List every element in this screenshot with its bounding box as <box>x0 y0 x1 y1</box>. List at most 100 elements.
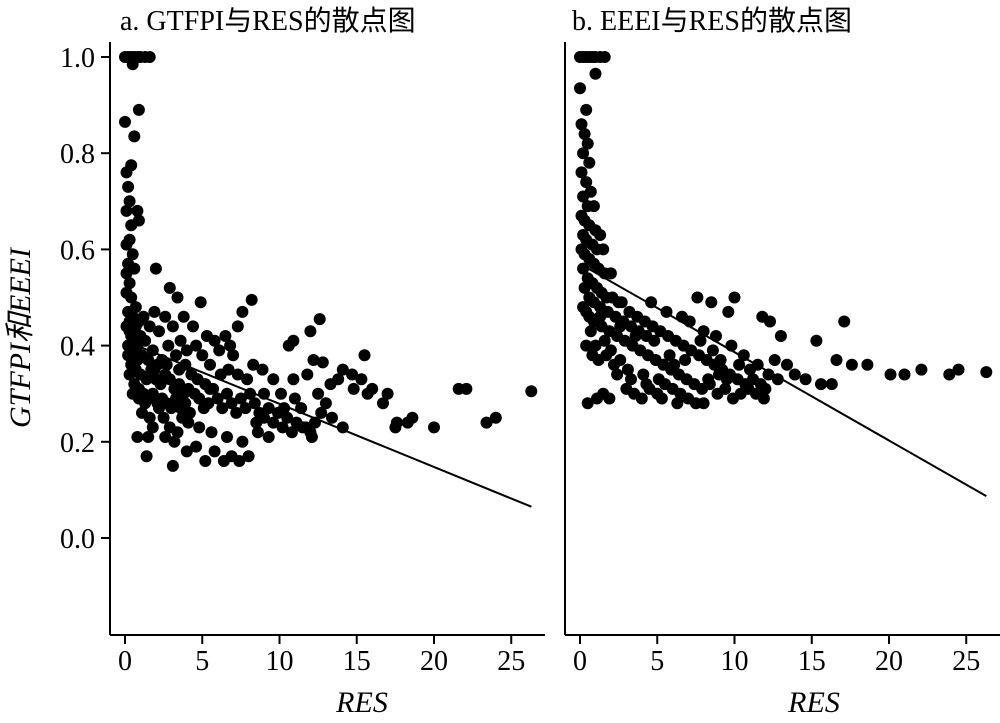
x-tick-label: 5 <box>195 646 209 677</box>
scatter-point <box>267 416 280 429</box>
scatter-point <box>652 373 665 386</box>
scatter-point <box>236 435 249 448</box>
y-tick-label: 0.0 <box>60 524 95 555</box>
scatter-point <box>307 354 320 366</box>
scatter-point <box>281 411 294 424</box>
scatter-point <box>204 382 216 395</box>
scatter-point <box>142 431 155 443</box>
scatter-point <box>332 373 345 386</box>
scatter-point <box>202 397 215 410</box>
scatter-point <box>915 363 928 376</box>
scatter-point <box>231 320 244 333</box>
scatter-point <box>347 382 360 395</box>
scatter-point <box>581 137 594 150</box>
scatter-point <box>625 373 637 386</box>
x-tick-label: 0 <box>118 646 132 677</box>
scatter-point <box>589 67 602 80</box>
scatter-point <box>764 315 776 328</box>
scatter-point <box>943 368 956 381</box>
scatter-point <box>126 248 139 261</box>
scatter-point <box>123 277 136 290</box>
scatter-point <box>313 313 326 326</box>
scatter-point <box>278 402 291 415</box>
scatter-point <box>598 51 611 63</box>
scatter-point <box>287 373 300 386</box>
scatter-point <box>128 130 141 143</box>
scatter-point <box>170 349 182 362</box>
scatter-point <box>460 382 473 395</box>
scatter-point <box>838 315 851 328</box>
scatter-point <box>208 334 221 347</box>
scatter-point <box>316 356 329 369</box>
scatter-point <box>663 349 676 362</box>
scatter-point <box>288 392 301 405</box>
scatter-point <box>153 325 165 338</box>
scatter-point <box>762 368 775 381</box>
scatter-point <box>583 156 596 169</box>
scatter-point <box>861 358 874 371</box>
scatter-point <box>581 397 594 410</box>
scatter-point <box>389 421 402 434</box>
scatter-point <box>589 339 602 352</box>
scatter-point <box>248 397 261 410</box>
scatter-point <box>788 368 801 381</box>
scatter-point <box>597 243 610 256</box>
scatter-point <box>231 368 244 381</box>
scatter-point <box>489 411 502 424</box>
scatter-point <box>598 334 611 347</box>
x-tick-label: 15 <box>343 646 371 677</box>
x-tick-label: 0 <box>573 646 587 677</box>
scatter-point <box>143 320 156 333</box>
scatter-point <box>580 103 593 116</box>
scatter-point <box>309 416 321 429</box>
scatter-point <box>230 406 243 419</box>
scatter-point <box>194 296 207 309</box>
scatter-point <box>163 281 176 294</box>
scatter-point <box>187 320 199 333</box>
scatter-point <box>163 373 176 386</box>
scatter-point <box>233 455 246 467</box>
scatter-point <box>635 392 648 405</box>
chart-title: a. GTFPI与RES的散点图 <box>120 5 416 37</box>
scatter-point <box>660 305 673 318</box>
scatter-point <box>213 344 226 357</box>
scatter-point <box>193 421 206 434</box>
scatter-point <box>171 426 184 439</box>
scatter-point <box>336 363 349 376</box>
scatter-point <box>143 51 156 63</box>
scatter-point <box>140 373 153 386</box>
scatter-point <box>182 382 195 395</box>
scatter-point <box>898 368 911 381</box>
scatter-point <box>578 281 591 294</box>
scatter-point <box>146 421 159 434</box>
trend-line <box>124 339 532 508</box>
scatter-point <box>580 176 593 189</box>
scatter-point <box>648 334 661 347</box>
scatter-point <box>262 431 275 443</box>
scatter-point <box>120 204 133 217</box>
scatter-point <box>578 128 591 140</box>
scatter-point <box>174 334 187 347</box>
panel-b: b. EEEI与RES的散点图 0 5 10 15 20 25 RES <box>564 5 1000 719</box>
scatter-point <box>799 373 812 386</box>
x-tick-label: 20 <box>420 646 448 677</box>
scatter-point <box>980 366 993 379</box>
scatter-point <box>166 320 179 333</box>
scatter-point <box>154 378 167 391</box>
scatter-point <box>262 402 275 415</box>
scatter-point <box>149 262 162 275</box>
scatter-point <box>720 373 733 386</box>
scatter-point <box>615 296 628 309</box>
scatter-point <box>737 349 750 362</box>
scatter-point <box>224 339 237 352</box>
scatter-point <box>173 363 186 376</box>
scatter-point <box>587 200 600 213</box>
scatter-point <box>205 426 218 439</box>
scatter-point <box>295 402 308 415</box>
scatter-point <box>584 325 597 338</box>
scatter-point <box>227 349 240 362</box>
scatter-point <box>575 166 588 179</box>
scatter-point <box>525 385 538 398</box>
scatter-point <box>177 310 190 323</box>
